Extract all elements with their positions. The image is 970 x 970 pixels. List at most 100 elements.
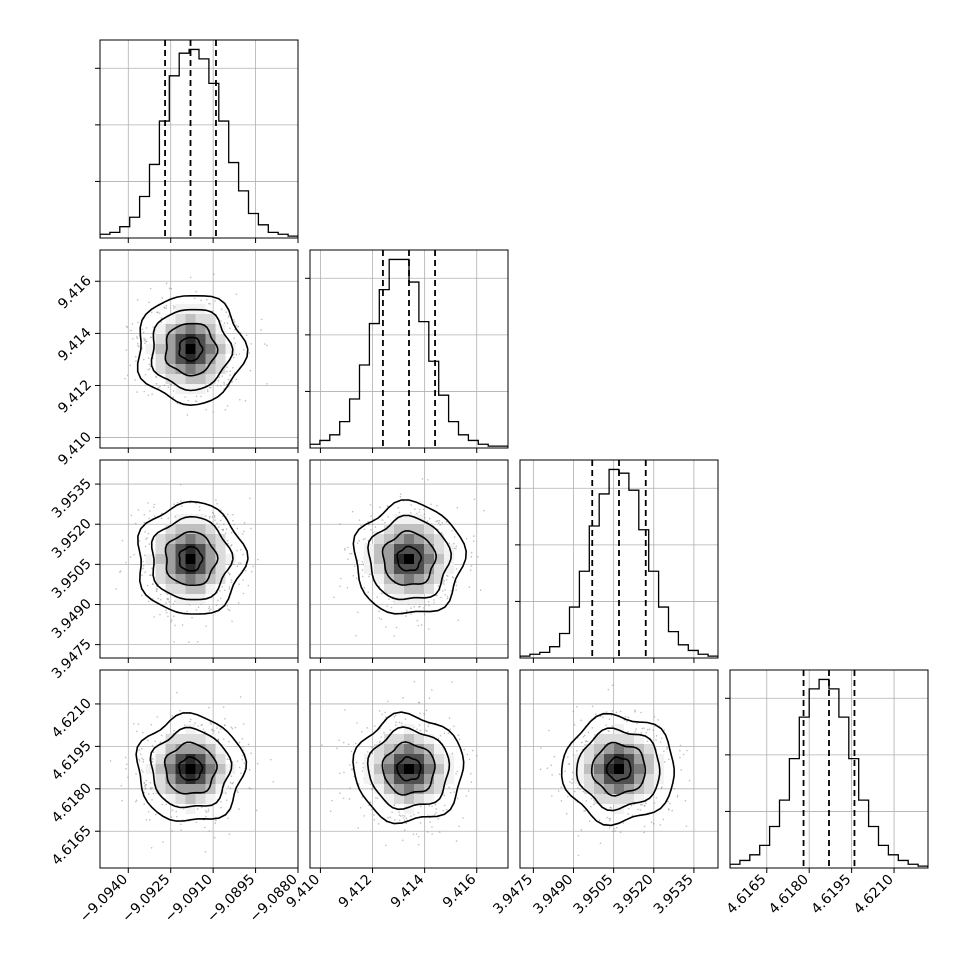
scatter-point — [403, 829, 406, 831]
density-cell — [185, 364, 196, 374]
density-cell — [225, 554, 236, 564]
scatter-point — [445, 808, 448, 811]
density-cell — [195, 334, 206, 344]
scatter-point — [472, 749, 474, 752]
scatter-point — [350, 552, 353, 555]
scatter-point — [135, 800, 137, 803]
scatter-point — [437, 522, 440, 524]
scatter-point — [177, 248, 179, 250]
density-cell — [424, 774, 434, 784]
scatter-point — [393, 635, 395, 637]
density-cell — [644, 774, 654, 784]
scatter-point — [173, 307, 175, 310]
density-cell — [215, 364, 226, 374]
density-cell — [414, 534, 424, 544]
scatter-point — [180, 500, 182, 502]
scatter-point — [450, 589, 453, 592]
scatter-point — [576, 787, 579, 789]
density-cell — [404, 564, 414, 574]
scatter-point — [370, 515, 372, 517]
scatter-point — [576, 750, 578, 752]
scatter-point — [213, 836, 216, 839]
density-cell — [434, 744, 444, 754]
scatter-point — [344, 547, 346, 550]
density-cell — [185, 384, 196, 394]
scatter-point — [655, 739, 657, 741]
scatter-point — [641, 803, 643, 806]
scatter-point — [222, 738, 225, 741]
scatter-point — [152, 326, 155, 328]
scatter-point — [174, 600, 176, 603]
scatter-point — [614, 830, 617, 832]
scatter-point — [138, 749, 141, 751]
scatter-point — [220, 384, 222, 387]
density-cell — [434, 554, 444, 564]
density-cell — [374, 554, 384, 564]
density-cell — [185, 584, 196, 594]
scatter-point — [577, 854, 580, 857]
scatter-point — [609, 806, 612, 809]
scatter-point — [599, 842, 602, 844]
scatter-point — [242, 746, 244, 748]
scatter-point — [125, 561, 127, 564]
scatter-point — [120, 570, 122, 572]
scatter-point — [445, 579, 448, 581]
density-cell — [165, 784, 176, 794]
scatter-point — [551, 795, 553, 797]
scatter-point — [631, 814, 634, 817]
contour-line — [560, 712, 675, 827]
scatter-point — [344, 549, 346, 551]
density-cell — [185, 334, 196, 344]
scatter-point — [202, 728, 205, 731]
scatter-point — [144, 785, 146, 787]
density-cell — [384, 554, 394, 564]
scatter-point — [453, 547, 456, 550]
scatter-point — [170, 384, 173, 386]
scatter-point — [435, 520, 437, 523]
scatter-point — [200, 395, 202, 398]
scatter-point — [230, 544, 233, 546]
scatter-point — [453, 542, 455, 545]
density-cell — [404, 784, 414, 794]
scatter-point — [574, 790, 576, 793]
scatter-point — [399, 815, 402, 817]
scatter-point — [242, 579, 244, 581]
scatter-point — [143, 337, 145, 340]
scatter-point — [462, 817, 464, 819]
y-tick-label: 4.6165 — [49, 823, 95, 869]
scatter-point — [194, 400, 197, 402]
scatter-point — [129, 556, 132, 558]
scatter-point — [135, 360, 137, 362]
histogram-panel-1 — [305, 249, 509, 453]
scatter-point — [269, 758, 272, 761]
density-cell — [614, 794, 624, 804]
scatter-point — [343, 771, 345, 774]
scatter-point — [155, 588, 158, 591]
scatter-point — [232, 781, 235, 784]
scatter-point — [333, 596, 335, 599]
density-cell — [205, 774, 216, 784]
scatter-point — [363, 586, 366, 589]
scatter-point — [608, 827, 611, 829]
density-cell — [205, 744, 216, 754]
scatter-point — [172, 396, 174, 398]
scatter-point — [359, 806, 362, 809]
scatter-point — [187, 641, 190, 644]
scatter-point — [448, 717, 451, 719]
scatter-point — [446, 597, 449, 600]
scatter-point — [150, 311, 153, 314]
density-cell — [175, 764, 186, 774]
scatter-point — [173, 641, 175, 643]
scatter-point — [557, 790, 560, 792]
scatter-point — [378, 610, 380, 612]
scatter-point — [627, 813, 630, 815]
scatter-point — [136, 391, 138, 393]
density-cell — [414, 744, 424, 754]
scatter-point — [422, 607, 425, 609]
scatter-point — [243, 530, 245, 533]
density-cell — [185, 534, 196, 544]
density-cell — [175, 364, 186, 374]
scatter-point — [399, 495, 402, 498]
density-cell — [205, 524, 216, 534]
